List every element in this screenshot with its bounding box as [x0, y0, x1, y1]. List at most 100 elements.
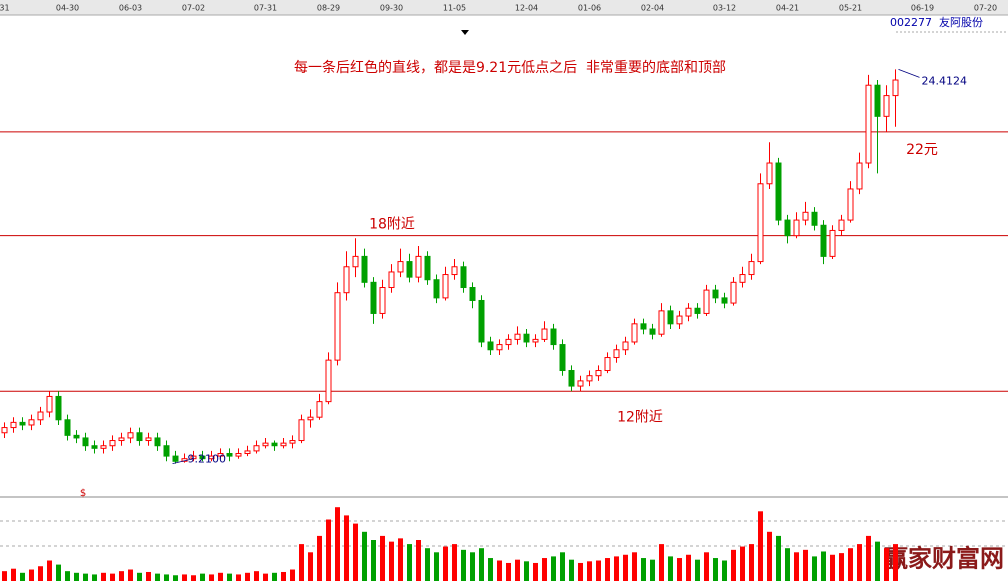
x-tick-label: 09-30	[380, 4, 403, 13]
candle-body	[685, 307, 692, 317]
candle-body	[586, 375, 593, 382]
x-tick-label: 06-03	[119, 4, 142, 13]
volume-bar	[416, 540, 421, 581]
candle-body	[307, 416, 314, 421]
volume-bar	[884, 548, 889, 581]
candle-body	[46, 395, 53, 413]
volume-bar	[362, 531, 367, 581]
volume-bar	[866, 535, 871, 581]
candle-body	[748, 261, 755, 276]
candle-body	[847, 188, 854, 221]
candle-body	[1, 427, 8, 434]
low-label: 9.2100	[188, 453, 227, 466]
candle-body	[118, 437, 125, 442]
candle-body	[820, 224, 827, 257]
volume-bar	[182, 574, 187, 581]
volume-bar	[290, 569, 295, 581]
volume-bar	[47, 560, 52, 581]
volume-bar	[803, 549, 808, 581]
x-tick-label: 02-04	[641, 4, 664, 13]
candle-body	[442, 274, 449, 299]
volume-bar	[497, 560, 502, 581]
volume-bar	[740, 546, 745, 581]
volume-bar	[542, 558, 547, 581]
volume-bar	[848, 548, 853, 581]
candle-body	[190, 455, 197, 460]
volume-bar	[632, 552, 637, 581]
candle-body	[712, 289, 719, 299]
candle-body	[622, 341, 629, 351]
candle-body	[271, 442, 278, 447]
volume-bar	[839, 553, 844, 581]
candle-body	[136, 432, 143, 442]
candle-body	[487, 341, 494, 351]
candle-body	[451, 266, 458, 276]
candle-body	[289, 440, 296, 444]
volume-bar	[812, 556, 817, 581]
volume-bar	[317, 535, 322, 581]
candle-body	[316, 401, 323, 418]
candle-body	[199, 455, 206, 460]
volume-bar	[578, 562, 583, 581]
reference-label: 22元	[906, 142, 938, 158]
volume-bar	[731, 549, 736, 581]
candle-body	[766, 162, 773, 185]
candle-body	[172, 455, 179, 462]
candle-body	[460, 266, 467, 289]
volume-bar	[398, 538, 403, 581]
volume-bar	[695, 559, 700, 581]
x-tick-label: 07-20	[974, 4, 997, 13]
volume-bar	[245, 572, 250, 581]
candle-body	[577, 380, 584, 387]
volume-bar	[434, 552, 439, 581]
volume-bar	[308, 552, 313, 581]
volume-bar	[128, 569, 133, 581]
candle-body	[478, 299, 485, 343]
candle-body	[19, 421, 26, 426]
candle-body	[73, 434, 80, 439]
candle-body	[64, 419, 71, 436]
candle-body	[109, 440, 116, 447]
volume-bar	[263, 573, 268, 581]
volume-bar	[254, 571, 259, 581]
watermark: 赢家财富网	[884, 544, 1004, 573]
candle-body	[10, 421, 17, 429]
candle-body	[28, 419, 35, 426]
volume-bar	[407, 544, 412, 581]
candle-body	[631, 323, 638, 343]
volume-bar	[281, 571, 286, 581]
volume-bar	[200, 573, 205, 581]
volume-bar	[758, 511, 763, 581]
volume-bar	[344, 515, 349, 581]
candle-body	[658, 310, 665, 335]
x-tick-label: 07-02	[182, 4, 205, 13]
x-tick-label: 01-06	[578, 4, 601, 13]
candle-body	[253, 445, 260, 452]
candle-body	[100, 445, 107, 449]
candle-body	[532, 338, 539, 343]
volume-bar	[299, 544, 304, 581]
volume-bar	[767, 531, 772, 581]
candle-body	[208, 455, 215, 460]
volume-bar	[272, 572, 277, 581]
candle-body	[649, 328, 656, 335]
candle-body	[82, 437, 89, 447]
volume-bar	[605, 558, 610, 581]
volume-bar	[659, 544, 664, 581]
volume-bar	[722, 560, 727, 581]
volume-bar	[74, 572, 79, 581]
candle-body	[226, 453, 233, 457]
candle-body	[235, 453, 242, 457]
candle-body	[388, 271, 395, 289]
volume-bar	[461, 549, 466, 581]
volume-bar	[173, 575, 178, 581]
x-tick-label: 04-30	[56, 4, 79, 13]
volume-bar	[137, 572, 142, 581]
candle-body	[730, 281, 737, 304]
volume-bar	[425, 548, 430, 581]
volume-bar	[452, 544, 457, 581]
volume-bar	[443, 546, 448, 581]
volume-bar	[191, 575, 196, 581]
candle-body	[325, 359, 332, 403]
candle-body	[424, 255, 431, 281]
